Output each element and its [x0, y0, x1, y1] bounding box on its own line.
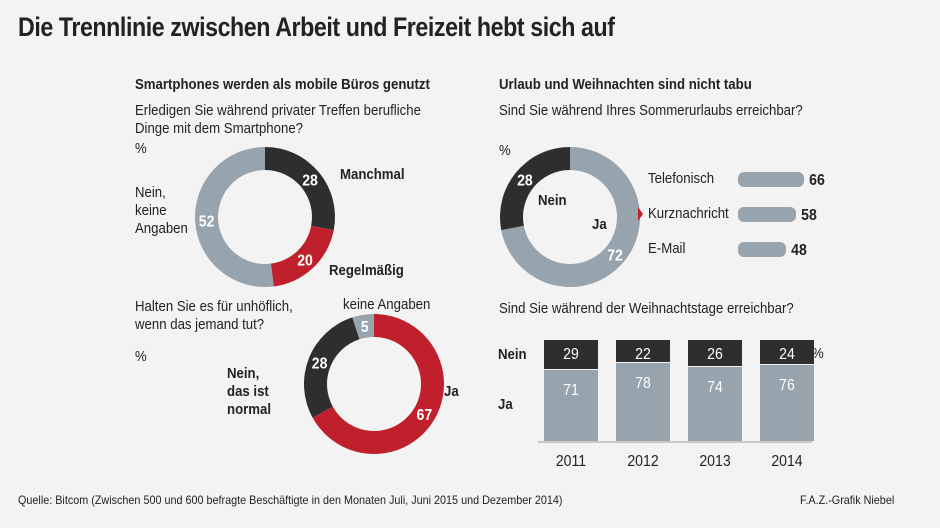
bar-value-label: 48: [791, 241, 807, 259]
pointer-arrow-icon: [638, 207, 643, 221]
x-tick-label: 2013: [699, 452, 730, 470]
bar-telefonisch: [738, 172, 804, 187]
slice-value-label: 20: [297, 252, 313, 270]
page-title: Die Trennlinie zwischen Arbeit und Freiz…: [18, 12, 615, 42]
x-tick-label: 2014: [771, 452, 802, 470]
unit-1: %: [135, 140, 147, 157]
stacked-value-label: 26: [707, 345, 723, 363]
legend-nein: Nein: [498, 346, 527, 363]
donut-slice: [312, 314, 444, 454]
legend-ja: Ja: [498, 396, 513, 413]
bar-label-email: E-Mail: [648, 240, 686, 257]
bar-value-label: 66: [809, 171, 825, 189]
slice-value-label: 28: [517, 172, 533, 190]
donut-slice: [500, 147, 570, 231]
left-heading: Smartphones werden als mobile Büros genu…: [135, 76, 430, 93]
bar-e-mail: [738, 242, 786, 257]
source-note: Quelle: Bitcom (Zwischen 500 und 600 bef…: [18, 493, 563, 507]
donut-slice: [265, 147, 335, 231]
stacked-value-label: 24: [779, 345, 795, 363]
unit-3: %: [499, 142, 511, 159]
stacked-value-label: 76: [779, 376, 795, 394]
stacked-bar-ja-2014: [760, 365, 814, 441]
donut-slice: [195, 147, 274, 287]
slice-value-label: 52: [199, 213, 215, 231]
unit-4: %: [812, 345, 824, 362]
unit-2: %: [135, 348, 147, 365]
stacked-value-label: 78: [635, 374, 651, 392]
question-1: Erledigen Sie während privater Treffen b…: [135, 102, 421, 137]
bar-label-telefonisch: Telefonisch: [648, 170, 715, 187]
label-nein-urlaub: Nein: [538, 192, 567, 209]
slice-value-label: 67: [417, 406, 433, 424]
label-ja-urlaub: Ja: [592, 216, 607, 233]
stacked-bar-ja-2013: [688, 367, 742, 441]
question-3: Sind Sie während Ihres Sommerurlaubs err…: [499, 102, 803, 119]
stacked-bar-nein-2013: [688, 340, 742, 366]
x-tick-label: 2012: [627, 452, 658, 470]
credit: F.A.Z.-Grafik Niebel: [800, 493, 895, 507]
stacked-value-label: 74: [707, 378, 723, 396]
stacked-bar-ja-2011: [544, 370, 598, 441]
label-keine-angaben: keine Angaben: [343, 296, 431, 313]
donut-slice: [352, 314, 374, 340]
question-4: Sind Sie während der Weihnachtstage erre…: [499, 300, 794, 317]
donut-slice: [304, 317, 360, 418]
bar-value-label: 58: [801, 206, 817, 224]
stacked-bar-ja-2012: [616, 363, 670, 441]
bar-kurznachricht: [738, 207, 796, 222]
slice-value-label: 28: [302, 172, 318, 190]
x-tick-label: 2011: [556, 452, 586, 470]
bar-label-kurznachricht: Kurznachricht: [648, 205, 729, 222]
slice-value-label: 28: [312, 355, 328, 373]
stacked-value-label: 29: [563, 345, 579, 363]
question-2: Halten Sie es für unhöflich, wenn das je…: [135, 298, 293, 333]
right-heading: Urlaub und Weihnachten sind nicht tabu: [499, 76, 752, 93]
stacked-value-label: 71: [563, 381, 579, 399]
stacked-bar-nein-2014: [760, 340, 814, 364]
label-regelmaessig: Regelmäßig: [329, 262, 404, 279]
slice-value-label: 5: [361, 318, 369, 336]
slice-value-label: 72: [607, 246, 623, 264]
donut-slice: [501, 147, 641, 287]
label-nein-keine-angaben: Nein, keine Angaben: [135, 184, 188, 237]
stacked-bar-nein-2012: [616, 340, 670, 362]
stacked-value-label: 22: [635, 345, 651, 363]
donut-slice: [270, 225, 334, 287]
label-manchmal: Manchmal: [340, 166, 405, 183]
stacked-bar-nein-2011: [544, 340, 598, 369]
label-nein-normal: Nein, das ist normal: [227, 365, 272, 418]
label-ja: Ja: [444, 383, 459, 400]
